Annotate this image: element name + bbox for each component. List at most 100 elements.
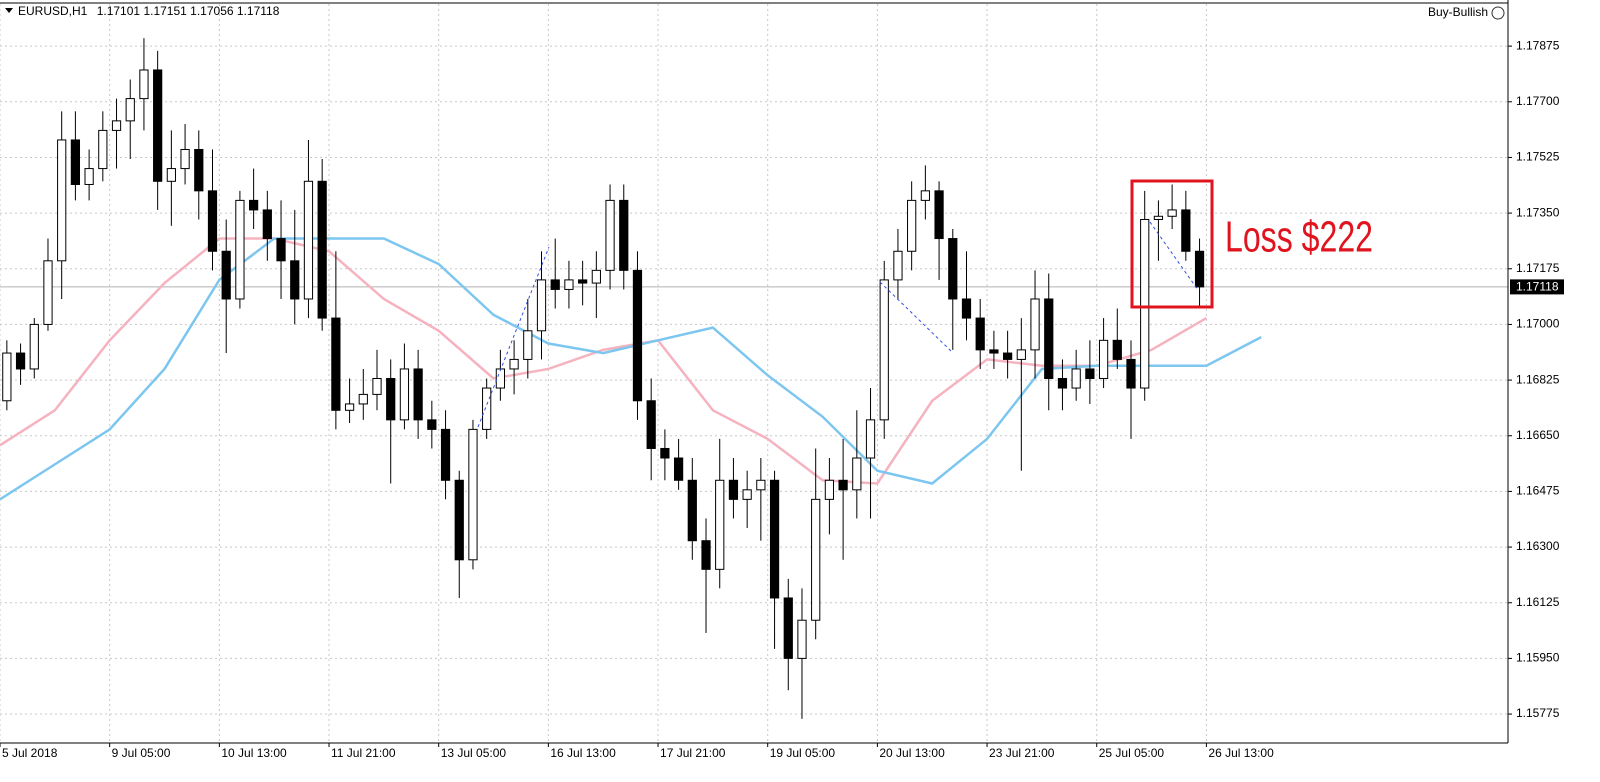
x-tick-label: 10 Jul 13:00 <box>221 746 287 760</box>
quote-close: 1.17118 <box>237 4 280 18</box>
candle-body <box>523 330 533 360</box>
candle-body <box>249 199 259 211</box>
y-tick-label: 1.17875 <box>1516 38 1560 52</box>
candle-body <box>673 457 684 481</box>
y-tick-label: 1.17000 <box>1516 317 1560 331</box>
candle-body <box>70 139 81 185</box>
price-label-box <box>1510 279 1564 295</box>
candle-body <box>153 69 163 182</box>
candle-body <box>1153 215 1164 220</box>
candle-body <box>468 428 478 561</box>
candle-body <box>207 190 218 252</box>
quote-high: 1.17151 <box>143 4 187 18</box>
candle-body <box>893 250 903 281</box>
x-tick-label: 17 Jul 21:00 <box>660 746 726 760</box>
y-tick-label: 1.17350 <box>1516 205 1560 219</box>
candle-body <box>769 479 780 599</box>
y-tick-label: 1.15950 <box>1516 651 1560 665</box>
indicator-name: Buy-Bullish <box>1428 5 1488 19</box>
candle-body <box>564 279 574 290</box>
candle-body <box>15 352 26 370</box>
candle-body <box>742 489 752 500</box>
trade-lines <box>477 221 1199 428</box>
y-tick-label: 1.16300 <box>1516 539 1560 553</box>
candle-body <box>660 447 670 459</box>
x-tick-label: 25 Jul 05:00 <box>1099 746 1165 760</box>
trade-line <box>477 246 550 428</box>
candle-body <box>194 148 204 192</box>
candle-body <box>865 419 876 459</box>
candle-body <box>824 479 835 500</box>
y-tick-label: 1.16475 <box>1516 484 1560 498</box>
x-tick-label: 9 Jul 05:00 <box>112 746 171 760</box>
candle-body <box>619 199 629 271</box>
quote-low: 1.17056 <box>190 4 234 18</box>
candle-body <box>536 279 547 332</box>
candle-body <box>1112 339 1122 360</box>
x-tick-label: 19 Jul 05:00 <box>770 746 836 760</box>
candle-body <box>1098 339 1109 379</box>
x-tick-label: 5 Jul 2018 <box>2 746 58 760</box>
candle-body <box>591 269 601 284</box>
candle-body <box>344 403 355 411</box>
candle-body <box>98 129 108 170</box>
candle-body <box>687 479 697 542</box>
candle-body <box>180 148 190 170</box>
candle-body <box>1030 298 1040 351</box>
x-tick-label: 20 Jul 13:00 <box>879 746 945 760</box>
candle-body <box>1181 209 1191 252</box>
candles <box>2 38 1205 719</box>
candle-body <box>811 498 821 621</box>
trade-line <box>1149 221 1199 291</box>
candle-body <box>1194 250 1205 288</box>
candle-body <box>509 358 519 370</box>
candle-body <box>413 368 423 421</box>
candle-body <box>1085 368 1095 379</box>
y-tick-label: 1.17700 <box>1516 94 1560 108</box>
candle-body <box>1167 209 1177 217</box>
x-tick-label: 16 Jul 13:00 <box>550 746 616 760</box>
candle-body <box>646 400 656 449</box>
candle-body <box>290 260 300 300</box>
candle-body <box>57 139 67 262</box>
candle-body <box>907 199 917 252</box>
axes: 1.17875 1.17700 1.17525 1.17350 1.17175 1.170… <box>0 38 1564 760</box>
y-tick-label: 1.17175 <box>1516 261 1560 275</box>
candle-body <box>989 349 999 354</box>
candle-body <box>879 279 889 421</box>
price-label: 1.17118 <box>1516 280 1559 294</box>
candle-body <box>235 199 245 300</box>
candle-body <box>550 279 560 290</box>
candle-body <box>797 619 807 659</box>
candle-body <box>427 419 437 430</box>
candle-body <box>783 597 793 659</box>
candle-body <box>920 190 930 201</box>
indicator-icon[interactable] <box>1491 6 1505 20</box>
candle-body <box>139 69 149 100</box>
candle-body <box>386 377 396 421</box>
candle-body <box>111 120 122 131</box>
highlight-box <box>1130 179 1214 309</box>
candle-body <box>1126 358 1136 389</box>
annotation: Loss $222 <box>1225 213 1373 262</box>
candle-body <box>975 317 985 351</box>
candle-body <box>43 260 53 325</box>
candle-body <box>482 387 492 430</box>
candle-body <box>1044 298 1054 379</box>
candle-body <box>934 190 944 240</box>
x-tick-label: 13 Jul 05:00 <box>441 746 507 760</box>
candle-body <box>495 368 505 389</box>
y-tick-label: 1.17525 <box>1516 150 1560 164</box>
x-tick-label: 11 Jul 21:00 <box>331 746 396 760</box>
candle-body <box>358 393 368 405</box>
candle-body <box>317 180 327 319</box>
y-tick-label: 1.16650 <box>1516 428 1560 442</box>
candle-body <box>852 457 862 491</box>
candle-body <box>948 238 958 300</box>
menu-triangle <box>5 8 13 13</box>
candle-body <box>1071 368 1081 389</box>
candle-body <box>399 368 410 421</box>
candle-body <box>1003 352 1013 360</box>
